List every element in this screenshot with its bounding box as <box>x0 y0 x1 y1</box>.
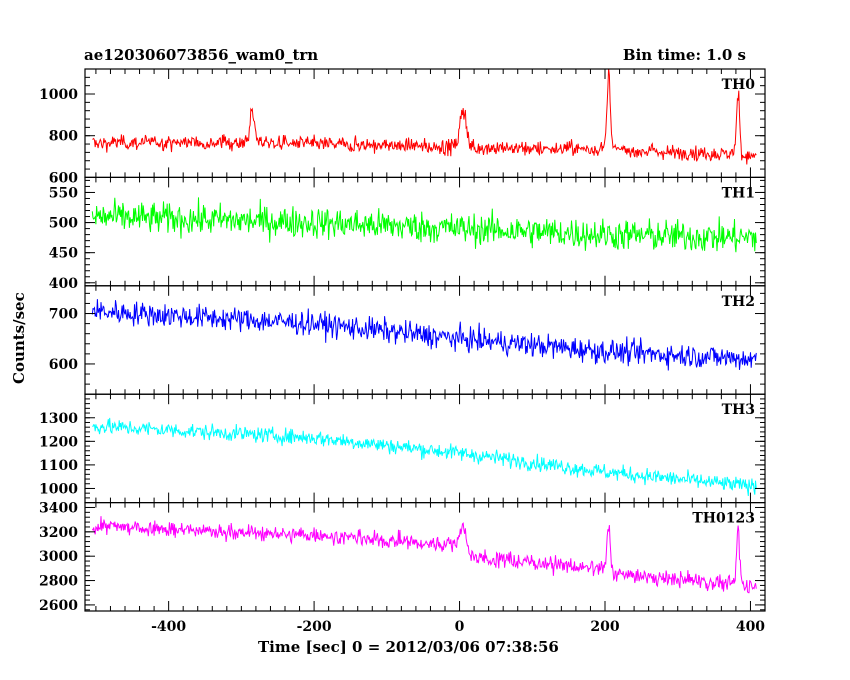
panel-frame <box>84 502 766 612</box>
y-tick-label: 550 <box>49 185 78 201</box>
x-tick-label: 200 <box>590 619 619 635</box>
y-tick-label: 3200 <box>39 525 78 541</box>
y-tick-label: 1000 <box>39 481 78 497</box>
panel-label-th2: TH2 <box>722 294 755 310</box>
y-tick-label: 1200 <box>39 434 78 450</box>
series-line-th2 <box>91 299 757 371</box>
panel-frame <box>84 68 766 179</box>
x-tick-label: -400 <box>151 619 186 635</box>
bin-time-label: Bin time: 1.0 s <box>622 46 746 64</box>
panel-label-th1: TH1 <box>722 185 755 201</box>
x-tick-label: -200 <box>297 619 332 635</box>
y-tick-label: 1000 <box>39 87 78 103</box>
y-tick-label: 700 <box>49 307 78 323</box>
chart-title: ae120306073856_wam0_trn <box>84 46 319 64</box>
series-line-th3 <box>92 417 757 497</box>
y-tick-label: 800 <box>49 129 78 145</box>
y-tick-label: 3000 <box>39 549 78 565</box>
y-tick-label: 600 <box>49 357 78 373</box>
y-tick-label: 400 <box>49 276 78 292</box>
series-line-th1 <box>91 197 757 253</box>
panel-label-th0123: TH0123 <box>692 511 755 527</box>
x-axis-label: Time [sec] 0 = 2012/03/06 07:38:56 <box>258 638 559 656</box>
y-tick-label: 500 <box>49 216 78 232</box>
y-tick-label: 2600 <box>39 598 78 614</box>
series-line-th0123 <box>91 516 757 594</box>
panel-label-th0: TH0 <box>722 77 756 93</box>
y-tick-label: 1300 <box>39 411 78 427</box>
x-tick-label: 0 <box>455 619 465 635</box>
panel-label-th3: TH3 <box>722 402 755 418</box>
y-tick-label: 600 <box>49 170 78 186</box>
x-tick-label: 400 <box>736 619 765 635</box>
y-tick-label: 450 <box>49 246 78 262</box>
y-tick-label: 1100 <box>39 458 78 474</box>
y-tick-label: 2800 <box>39 574 78 590</box>
y-tick-label: 3400 <box>39 500 78 516</box>
series-line-th0 <box>92 69 757 165</box>
